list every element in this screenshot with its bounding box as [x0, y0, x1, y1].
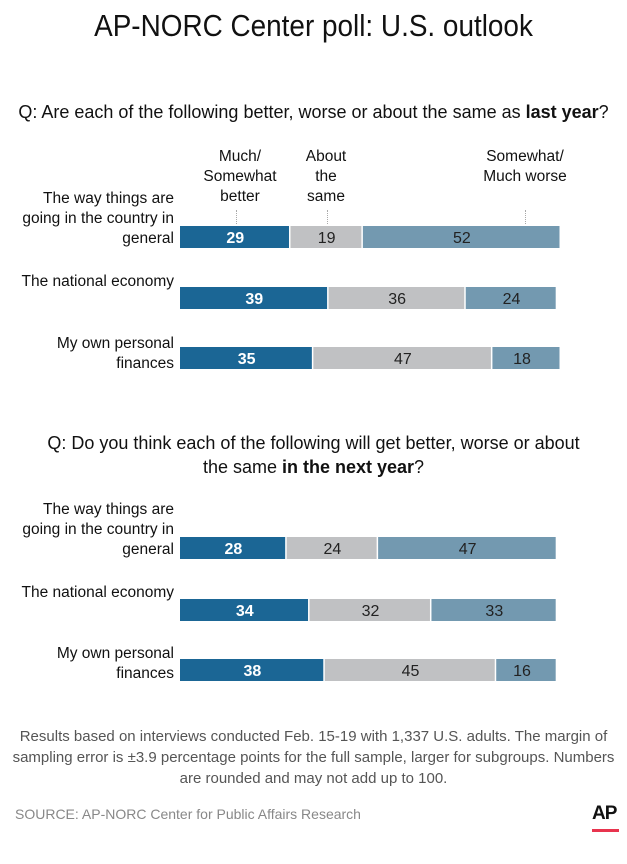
- bar-segment-same: [324, 659, 495, 681]
- row-label: The national economy: [21, 273, 174, 290]
- data-label-same: 19: [318, 230, 336, 247]
- data-label-same: 32: [362, 603, 380, 620]
- question-1-bold: last year: [525, 102, 599, 122]
- data-label-better: 28: [224, 541, 242, 558]
- question-1: Q: Are each of the following better, wor…: [0, 100, 627, 124]
- data-label-worse: 47: [459, 541, 477, 558]
- data-label-worse: 16: [513, 663, 531, 680]
- bar-segment-worse: [431, 599, 556, 621]
- data-label-same: 24: [324, 541, 342, 558]
- ap-logo-underline: [592, 829, 619, 832]
- question-2-bold: in the next year: [281, 457, 415, 477]
- bar-segment-worse: [378, 537, 556, 559]
- chart-title: AP-NORC Center poll: U.S. outlook: [94, 8, 533, 43]
- data-label-better: 38: [243, 663, 261, 680]
- bar-segment-worse: [465, 287, 556, 309]
- methodology-note: Results based on interviews conducted Fe…: [12, 728, 615, 787]
- source-text: SOURCE: AP-NORC Center for Public Affair…: [15, 806, 361, 822]
- data-label-worse: 18: [513, 351, 531, 368]
- bar-segment-same: [328, 287, 465, 309]
- legend-same: About the same: [305, 148, 347, 205]
- bar-segment-same: [309, 599, 430, 621]
- legend-leader: [236, 210, 237, 224]
- question-2: Q: Do you think each of the following wi…: [40, 431, 587, 479]
- row-label: The way things are going in the country …: [22, 190, 174, 247]
- question-2-text: Q: Do you think each of the following wi…: [47, 433, 580, 477]
- bar-segment-better: [180, 347, 312, 369]
- bar-segment-worse: [362, 226, 560, 248]
- bar-segment-better: [180, 226, 289, 248]
- row-label: My own personal finances: [56, 645, 174, 682]
- data-label-worse: 24: [503, 291, 521, 308]
- legend-leader: [525, 210, 526, 224]
- bar-segment-same: [290, 226, 362, 248]
- bar-segment-worse: [496, 659, 556, 681]
- data-label-same: 36: [388, 291, 406, 308]
- data-label-better: 35: [238, 351, 256, 368]
- bar-segment-worse: [492, 347, 560, 369]
- legend-leader: [327, 210, 328, 224]
- question-1-text: Q: Are each of the following better, wor…: [18, 102, 526, 122]
- legend-worse: Somewhat/ Much worse: [483, 148, 567, 185]
- bar-segment-better: [180, 287, 328, 309]
- row-label: My own personal finances: [56, 335, 174, 372]
- data-label-better: 34: [236, 603, 254, 620]
- data-label-worse: 52: [453, 230, 471, 247]
- data-label-same: 47: [394, 351, 412, 368]
- data-label-same: 45: [402, 663, 420, 680]
- bar-segment-better: [180, 599, 309, 621]
- row-label: The way things are going in the country …: [22, 501, 174, 558]
- data-label-better: 29: [226, 230, 244, 247]
- bar-segment-same: [313, 347, 491, 369]
- question-1-suffix: ?: [598, 102, 609, 122]
- legend-better: Much/ Somewhat better: [203, 148, 277, 205]
- data-label-better: 39: [245, 291, 263, 308]
- question-2-suffix: ?: [414, 457, 425, 477]
- bar-segment-same: [286, 537, 377, 559]
- ap-logo: AP: [592, 803, 617, 824]
- bar-segment-better: [180, 659, 324, 681]
- row-label: The national economy: [21, 584, 174, 601]
- data-label-worse: 33: [485, 603, 503, 620]
- bar-segment-better: [180, 537, 286, 559]
